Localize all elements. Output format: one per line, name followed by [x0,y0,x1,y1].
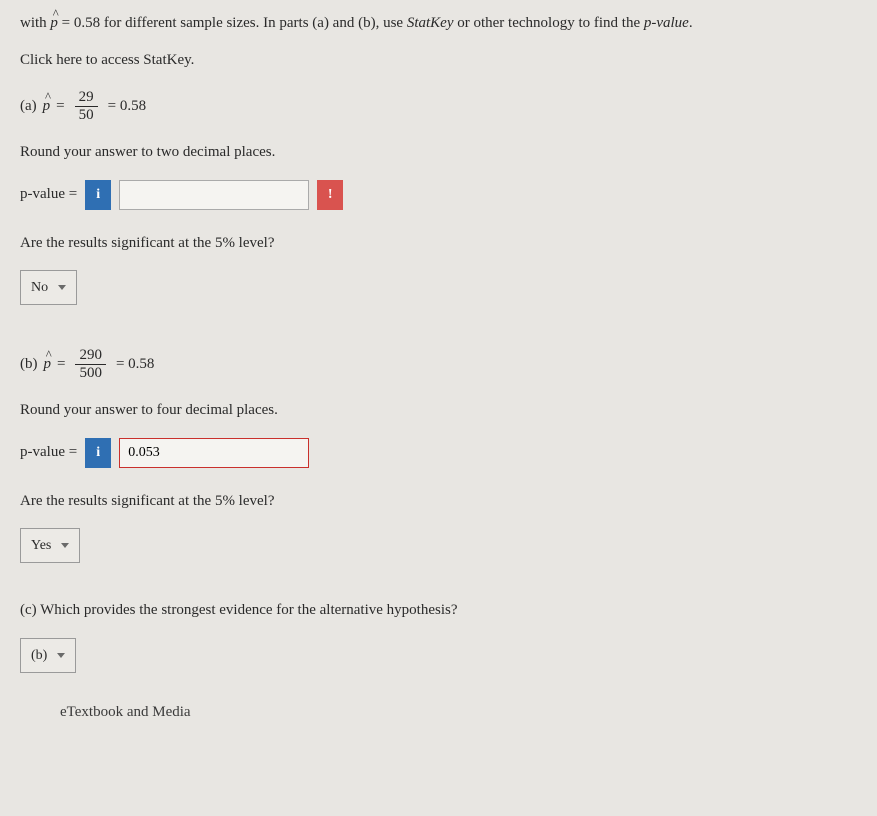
part-b-round: Round your answer to four decimal places… [20,399,857,422]
phat-symbol-a: p [43,95,51,118]
part-b-label: (b) [20,353,38,376]
part-a-round: Round your answer to two decimal places. [20,141,857,164]
error-icon: ! [317,180,343,210]
equals-b: = [57,353,65,376]
part-a-sig-value: No [31,277,48,298]
intro-text: with p = 0.58 for different sample sizes… [20,12,857,35]
part-b-pvalue-row: p-value = i [20,438,857,468]
part-a-result: = 0.58 [108,95,146,118]
part-a-pvalue-input[interactable] [119,180,309,210]
part-b-equation: (b) p = 290 500 = 0.58 [20,347,857,381]
chevron-down-icon [61,543,69,548]
intro-prefix: with [20,15,50,31]
chevron-down-icon [57,653,65,658]
part-a-pvalue-row: p-value = i ! [20,180,857,210]
equals-a: = [56,95,64,118]
intro-end: . [689,15,693,31]
part-c-question: (c) Which provides the strongest evidenc… [20,599,857,622]
part-a-label: (a) [20,95,37,118]
intro-eq: = 0.58 for different sample sizes. In pa… [58,15,407,31]
part-a-sig-question: Are the results significant at the 5% le… [20,232,857,255]
info-icon[interactable]: i [85,180,111,210]
etextbook-link[interactable]: eTextbook and Media [60,701,857,724]
info-icon[interactable]: i [85,438,111,468]
intro-suffix: or other technology to find the [453,15,643,31]
part-c-select[interactable]: (b) [20,638,76,673]
part-b-sig-select[interactable]: Yes [20,528,80,563]
chevron-down-icon [58,285,66,290]
statkey-access-link[interactable]: Click here to access StatKey. [20,49,857,72]
phat-symbol: p [50,12,58,35]
fraction-a-num: 29 [75,89,98,107]
part-b-sig-value: Yes [31,535,51,556]
part-a-sig-select[interactable]: No [20,270,77,305]
part-a-equation: (a) p = 29 50 = 0.58 [20,89,857,123]
part-a-pv-label: p-value = [20,183,77,206]
pvalue-word: p-value [644,15,689,31]
fraction-a: 29 50 [75,89,98,123]
fraction-b-num: 290 [75,347,106,365]
part-b-pvalue-input[interactable] [119,438,309,468]
part-b-result: = 0.58 [116,353,154,376]
fraction-b-den: 500 [75,365,106,382]
part-b-pv-label: p-value = [20,441,77,464]
statkey-name: StatKey [407,15,454,31]
fraction-a-den: 50 [75,107,98,124]
part-b-sig-question: Are the results significant at the 5% le… [20,490,857,513]
phat-symbol-b: p [44,353,52,376]
fraction-b: 290 500 [75,347,106,381]
part-c-value: (b) [31,645,47,666]
